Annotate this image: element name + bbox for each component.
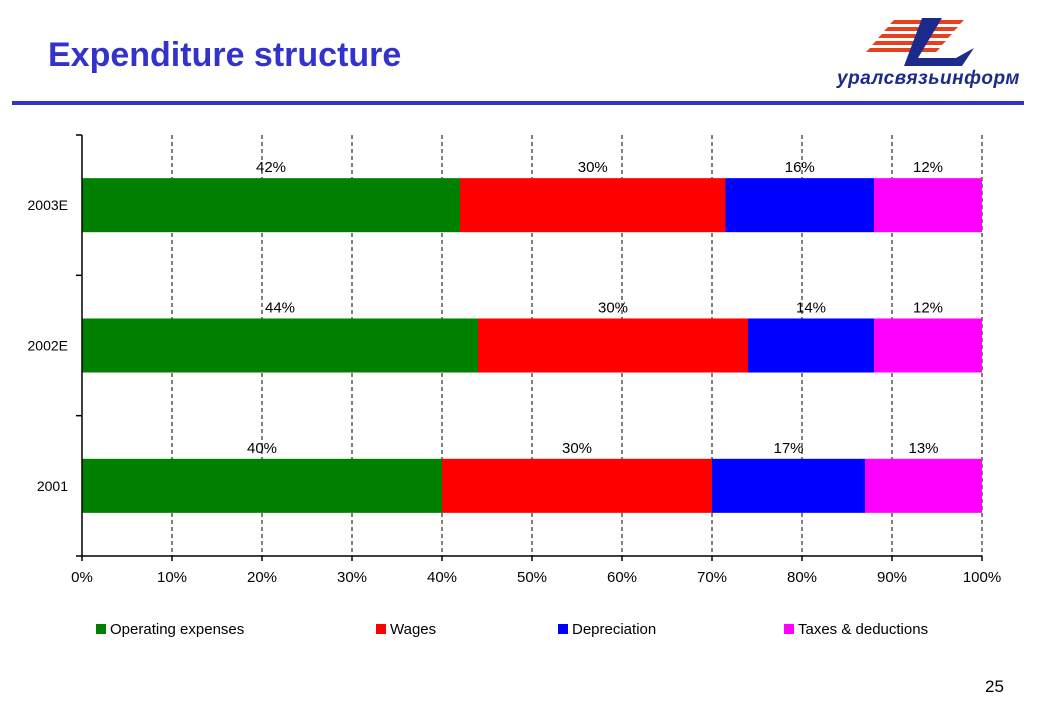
data-label: 42%: [256, 159, 286, 176]
legend-label: Wages: [390, 621, 436, 638]
x-tick-label: 40%: [427, 569, 457, 586]
legend-swatch: [376, 624, 386, 634]
bar-segment: [82, 318, 478, 373]
x-tick-label: 30%: [337, 569, 367, 586]
data-label: 40%: [247, 440, 277, 457]
data-labels: 42% 30% 16% 12% 44% 30% 14% 12% 40% 30% 17% 13%: [247, 159, 943, 457]
x-tick-label: 20%: [247, 569, 277, 586]
data-label: 30%: [562, 440, 592, 457]
data-label: 12%: [913, 159, 943, 176]
data-label: 14%: [796, 299, 826, 316]
bar-segment: [82, 178, 460, 233]
bar-segment: [865, 458, 982, 513]
data-label: 16%: [785, 159, 815, 176]
bar-segment: [712, 458, 865, 513]
legend-label: Depreciation: [572, 621, 656, 638]
slide-title: Expenditure structure: [48, 36, 402, 74]
legend-swatch: [96, 624, 106, 634]
x-tick-label: 80%: [787, 569, 817, 586]
legend-swatch: [558, 624, 568, 634]
data-label: 13%: [908, 440, 938, 457]
x-tick-label: 100%: [963, 569, 1001, 586]
legend-label: Taxes & deductions: [798, 621, 928, 638]
axis-ticks: [76, 134, 983, 561]
bar-segment: [725, 178, 874, 233]
title-divider: [12, 101, 1024, 105]
y-tick-label: 2002E: [28, 338, 68, 354]
bar-segment: [478, 318, 748, 373]
y-tick-label: 2001: [37, 478, 68, 494]
page-number: 25: [985, 677, 1004, 696]
x-tick-label: 90%: [877, 569, 907, 586]
logo-mark-icon: [866, 18, 974, 66]
data-label: 30%: [578, 159, 608, 176]
logo-text: уралсвязьинформ: [837, 68, 1020, 89]
bar-segment: [874, 318, 982, 373]
data-label: 30%: [598, 299, 628, 316]
data-label: 17%: [773, 440, 803, 457]
legend-swatch: [784, 624, 794, 634]
x-tick-labels: 0% 10% 20% 30% 40% 50% 60% 70% 80% 90% 100%: [71, 569, 1001, 586]
legend-label: Operating expenses: [110, 621, 244, 638]
x-tick-label: 0%: [71, 569, 93, 586]
x-tick-label: 60%: [607, 569, 637, 586]
x-tick-label: 10%: [157, 569, 187, 586]
x-tick-label: 70%: [697, 569, 727, 586]
data-label: 12%: [913, 299, 943, 316]
company-logo: уралсвязьинформ: [826, 14, 1031, 94]
bar-segment: [748, 318, 874, 373]
y-tick-labels: 2003E 2002E 2001: [28, 197, 69, 494]
data-label: 44%: [265, 299, 295, 316]
bars: [82, 178, 982, 513]
bar-segment: [874, 178, 982, 233]
bar-segment: [442, 458, 712, 513]
x-tick-label: 50%: [517, 569, 547, 586]
y-tick-label: 2003E: [28, 197, 68, 213]
bar-segment: [82, 458, 442, 513]
legend: Operating expenses Wages Depreciation Taxes…: [96, 621, 928, 638]
bar-segment: [460, 178, 726, 233]
